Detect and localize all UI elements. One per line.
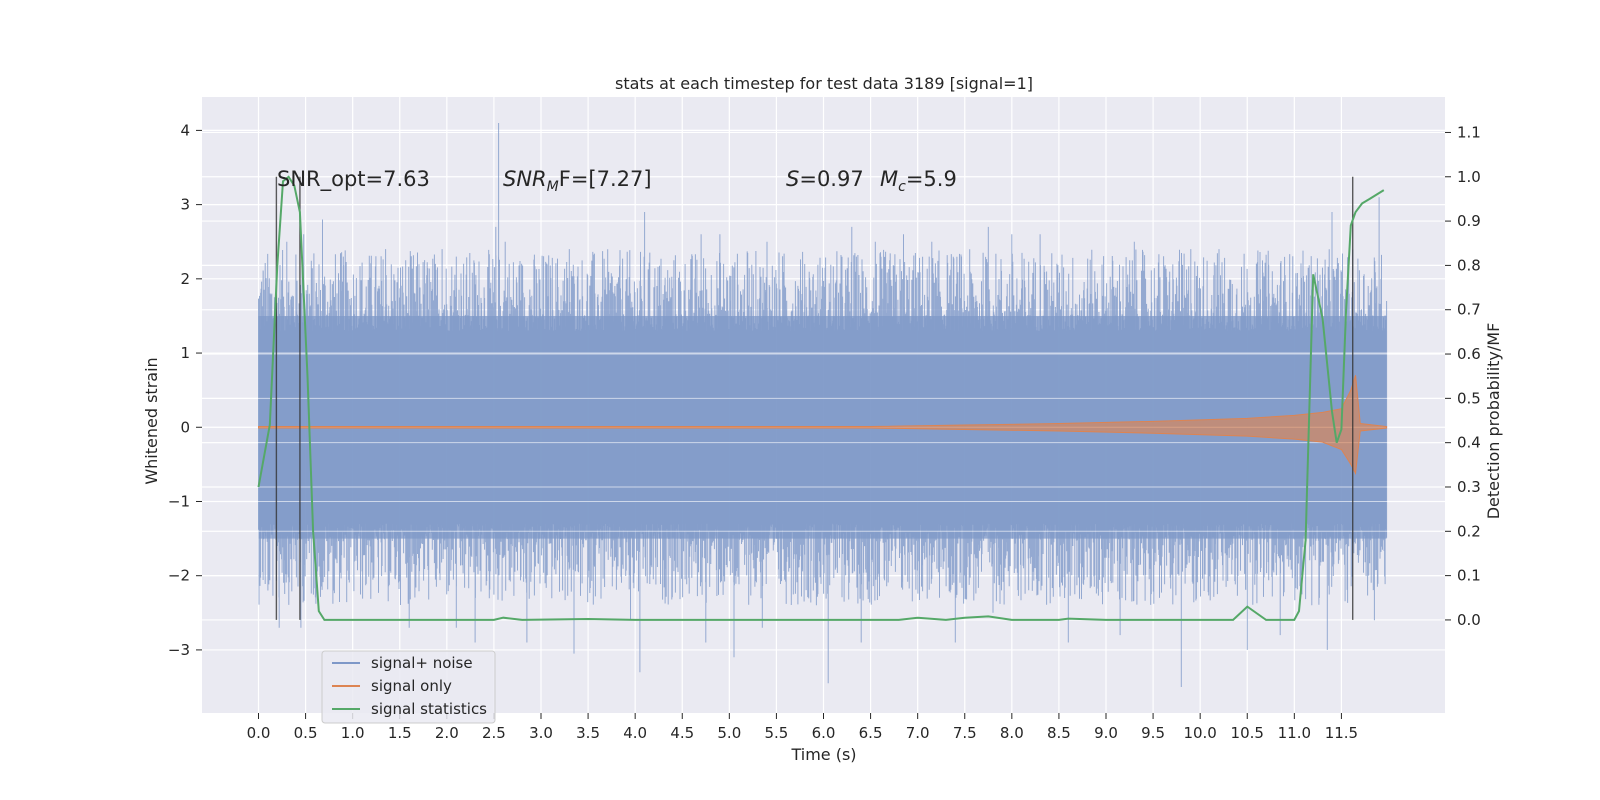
y2-tick-label: 0.7 (1457, 301, 1481, 319)
x-tick-label: 5.0 (717, 724, 741, 742)
x-tick-label: 11.5 (1325, 724, 1358, 742)
y2-tick-label: 0.1 (1457, 567, 1481, 585)
snr-mf-subscript: M (547, 179, 559, 195)
y2-tick-label: 1.1 (1457, 123, 1481, 141)
s-label: S (786, 167, 799, 191)
x-tick-label: 3.0 (529, 724, 553, 742)
x-tick-label: 11.0 (1278, 724, 1311, 742)
mc-subscript: c (898, 179, 906, 195)
y2-tick-label: 0.3 (1457, 478, 1481, 496)
x-tick-label: 10.0 (1183, 724, 1216, 742)
y-tick-label: 0 (180, 418, 190, 436)
s-value: =0.97 (799, 167, 863, 191)
x-tick-label: 6.5 (859, 724, 883, 742)
series-signal-statistics (257, 175, 1385, 621)
y-tick-label: 3 (180, 196, 190, 214)
y2-tick-label: 0.5 (1457, 389, 1481, 407)
x-tick-label: 1.0 (341, 724, 365, 742)
annotation-mc: Mc=5.9 (880, 167, 957, 195)
legend-label-signal-only: signal only (371, 677, 452, 695)
x-tick-label: 4.5 (670, 724, 694, 742)
annotations: SNR_opt=7.63 SNRMF=[7.27] S=0.97 Mc=5.9 (277, 167, 957, 195)
legend-label-signal-statistics: signal statistics (371, 700, 487, 718)
legend-label-signal-noise: signal+ noise (371, 654, 473, 672)
y2-tick-label: 0.2 (1457, 522, 1481, 540)
series-signal-only (258, 375, 1388, 475)
x-tick-label: 9.0 (1094, 724, 1118, 742)
y2-tick-label: 1.0 (1457, 168, 1481, 186)
annotation-snr-opt: SNR_opt=7.63 (277, 167, 430, 192)
x-tick-label: 10.5 (1231, 724, 1264, 742)
x-tick-label: 9.5 (1141, 724, 1165, 742)
y-tick-label: −2 (168, 567, 190, 585)
snr-mf-rest: F=[7.27] (559, 167, 652, 191)
x-tick-label: 6.0 (812, 724, 836, 742)
x-tick-label: 2.5 (482, 724, 506, 742)
x-tick-label: 2.0 (435, 724, 459, 742)
axes: 0.0 0.5 1.0 1.5 2.0 2.5 3.0 3.5 4.0 4.5 5.0 5.5 6.0 6… (168, 121, 1481, 742)
mc-value: =5.9 (906, 167, 957, 191)
legend: signal+ noise signal only signal statist… (321, 650, 496, 724)
chart-title: stats at each timestep for test data 318… (615, 74, 1033, 93)
x-tick-label: 7.0 (906, 724, 930, 742)
y2-tick-label: 0.8 (1457, 256, 1481, 274)
y2-axis-label: Detection probability/MF (1484, 323, 1503, 520)
y-tick-label: −1 (168, 492, 190, 510)
mc-base: M (880, 167, 898, 191)
y-tick-label: 4 (180, 121, 190, 139)
x-tick-label: 5.5 (764, 724, 788, 742)
y-tick-label: 1 (180, 344, 190, 362)
plot-content (202, 123, 1445, 687)
x-tick-label: 0.5 (294, 724, 318, 742)
x-tick-label: 7.5 (953, 724, 977, 742)
x-tick-label: 8.0 (1000, 724, 1024, 742)
y-tick-label: −3 (168, 641, 190, 659)
snr-mf-base: SNR (503, 167, 547, 191)
x-tick-label: 0.0 (247, 724, 271, 742)
x-tick-label: 4.0 (623, 724, 647, 742)
y2-tick-label: 0.0 (1457, 611, 1481, 629)
y2-tick-label: 0.9 (1457, 212, 1481, 230)
legend-box (321, 650, 496, 724)
annotation-snr-mf: SNRMF=[7.27] (503, 167, 652, 195)
y2-tick-label: 0.4 (1457, 434, 1481, 452)
annotation-s: S=0.97 (786, 167, 864, 191)
y-tick-label: 2 (180, 270, 190, 288)
y2-tick-label: 0.6 (1457, 345, 1481, 363)
y-axis-label: Whitened strain (142, 357, 161, 484)
x-axis-label: Time (s) (790, 745, 856, 764)
x-tick-label: 8.5 (1047, 724, 1071, 742)
x-tick-label: 1.5 (388, 724, 412, 742)
x-tick-label: 3.5 (576, 724, 600, 742)
